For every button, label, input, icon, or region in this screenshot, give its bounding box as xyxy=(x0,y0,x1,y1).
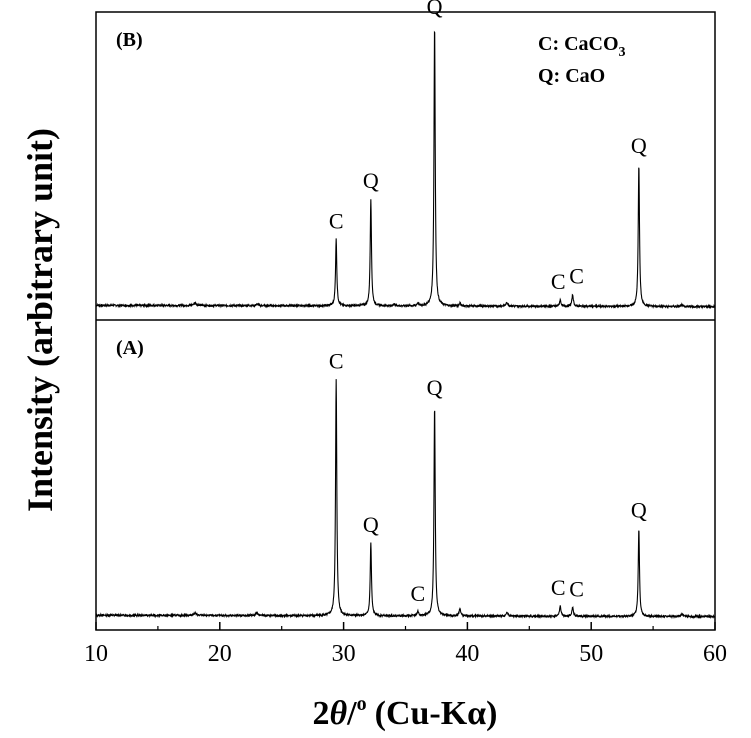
x-tick-label-10: 10 xyxy=(84,641,108,667)
legend: C: CaCO3 Q: CaO xyxy=(538,33,626,87)
panel-label-bottom: (A) xyxy=(116,337,144,359)
peak-label-bottom-8: C xyxy=(551,575,566,600)
panel-label-top: (B) xyxy=(116,29,143,51)
plot-frame xyxy=(95,11,716,631)
peak-label-top-6: Q xyxy=(427,0,443,19)
x-axis-label-prefix: 2 xyxy=(313,695,330,732)
peak-label-bottom-4: C xyxy=(411,581,426,606)
pattern-top xyxy=(95,30,716,310)
x-axis-label-degree: o xyxy=(357,693,367,715)
x-tick-label-20: 20 xyxy=(208,641,232,667)
legend-entry-calcite-text: C: CaCO xyxy=(538,33,619,55)
x-tick-label-50: 50 xyxy=(579,641,603,667)
peak-label-top-2: C xyxy=(329,209,344,234)
x-axis-label-slash: / xyxy=(346,695,357,732)
peak-label-bottom-10: Q xyxy=(631,498,647,523)
peak-label-top-9: C xyxy=(551,269,566,294)
pattern-bottom xyxy=(95,379,716,620)
peak-label-top-10: C xyxy=(569,264,584,289)
x-tick-label-30: 30 xyxy=(332,641,356,667)
peak-label-bottom-3: Q xyxy=(363,512,379,537)
x-tick-label-40: 40 xyxy=(455,641,479,667)
peak-label-top-3: Q xyxy=(363,168,379,193)
peak-label-bottom-5: Q xyxy=(427,375,443,400)
peak-label-bottom-9: C xyxy=(569,576,584,601)
peak-label-top-11: Q xyxy=(631,133,647,158)
x-axis-label: 2θ/o (Cu-Kα) xyxy=(313,693,498,732)
x-axis-label-theta: θ xyxy=(330,695,348,732)
legend-entry-calcite-subscript: 3 xyxy=(619,45,626,60)
x-axis-label-suffix: (Cu-Kα) xyxy=(375,695,498,732)
legend-entry-calcite: C: CaCO3 xyxy=(538,33,626,60)
x-tick-label-60: 60 xyxy=(703,641,727,667)
peak-label-bottom-2: C xyxy=(329,349,344,374)
legend-entry-cao: Q: CaO xyxy=(538,65,605,87)
y-axis-label: Intensity (arbitrary unit) xyxy=(20,128,60,512)
